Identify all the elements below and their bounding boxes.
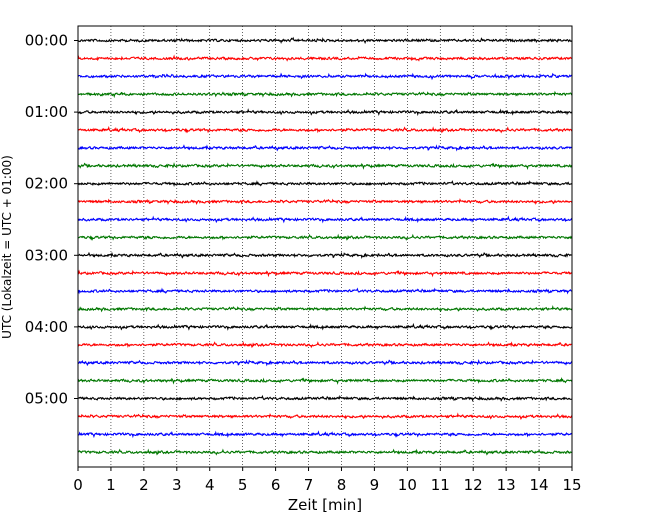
seismogram-trace: [77, 341, 573, 349]
x-tick-label: 1: [106, 476, 116, 494]
x-tick-label: 0: [73, 476, 83, 494]
seismogram-trace: [77, 215, 573, 224]
x-tick-label: 14: [530, 476, 549, 494]
seismogram-trace: [77, 448, 573, 456]
seismogram-trace: [77, 125, 573, 134]
y-tick-label: 02:00: [25, 175, 68, 193]
seismogram-trace: [77, 377, 573, 385]
y-tick-label: 00:00: [25, 32, 68, 50]
x-tick-label: 10: [398, 476, 417, 494]
x-axis-label: Zeit [min]: [288, 496, 362, 514]
seismogram-trace: [77, 72, 573, 81]
x-axis: 0 1 2 3 4 5 6 7 8 9 10 11 12 13 14 15: [73, 467, 582, 494]
x-tick-label: 9: [370, 476, 380, 494]
x-tick-label: 4: [205, 476, 215, 494]
x-tick-label: 15: [562, 476, 581, 494]
x-tick-label: 6: [271, 476, 281, 494]
x-tick-label: 11: [431, 476, 450, 494]
seismogram-trace: [77, 54, 573, 62]
seismogram-trace: [77, 36, 573, 45]
plot-frame: [77, 25, 573, 468]
seismogram-trace: [77, 394, 573, 402]
seismogram-traces: [77, 36, 573, 456]
y-tick-label: 03:00: [25, 246, 68, 264]
grid-lines: [110, 26, 540, 467]
seismogram-trace: [77, 198, 573, 206]
x-tick-label: 2: [139, 476, 149, 494]
x-tick-label: 5: [238, 476, 248, 494]
seismogram-trace: [77, 180, 573, 188]
y-tick-label: 01:00: [25, 103, 68, 121]
seismogram-trace: [77, 269, 573, 278]
y-axis: 00:00 01:00 02:00 03:00 04:00 05:00: [25, 32, 78, 408]
y-tick-label: 05:00: [25, 390, 68, 408]
seismogram-trace: [77, 233, 573, 241]
x-tick-label: 13: [497, 476, 516, 494]
x-tick-label: 8: [337, 476, 347, 494]
seismogram-trace: [77, 359, 573, 367]
x-tick-label: 7: [304, 476, 314, 494]
x-tick-label: 3: [172, 476, 182, 494]
seismogram-trace: [77, 108, 573, 117]
seismogram-trace: [77, 90, 573, 99]
seismogram-trace: [77, 322, 573, 331]
seismogram-trace: [77, 305, 573, 313]
seismogram-trace: [77, 287, 573, 295]
seismogram-trace: [77, 430, 573, 439]
seismogram-trace: [77, 251, 573, 259]
seismogram-trace: [77, 412, 573, 421]
seismogram-trace: [77, 162, 573, 171]
seismogram-trace: [77, 144, 573, 152]
x-tick-label: 12: [464, 476, 483, 494]
y-tick-label: 04:00: [25, 318, 68, 336]
y-axis-label: UTC (Lokalzeit = UTC + 01:00): [0, 155, 14, 339]
